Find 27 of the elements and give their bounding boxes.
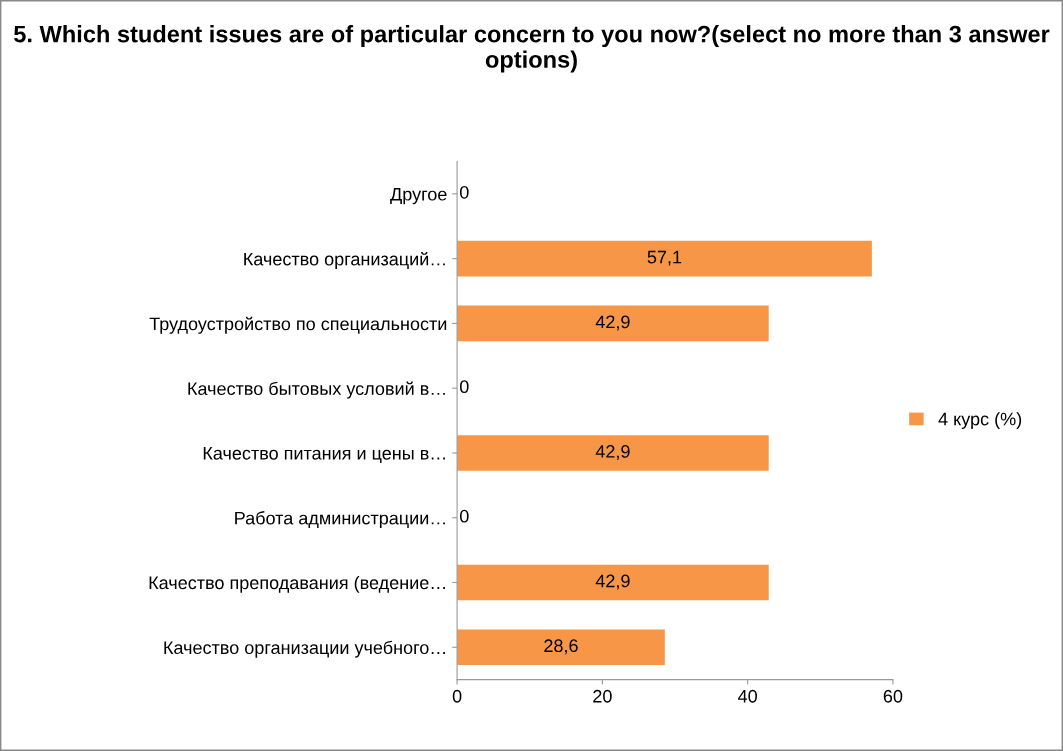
data-label: 57,1 [647,250,682,266]
legend-label: 4 курс (%) [938,412,1022,429]
bar [457,240,872,277]
bar [457,564,769,601]
bar [457,629,665,666]
data-label: 28,6 [544,639,578,655]
chart-title: 5. Which student issues are of particular concern to you now?(select no more than 3 answer options) [14,25,1050,73]
y-tick-label: Качество преподавания (ведение… [149,575,445,593]
y-tick-label: Другое [390,187,447,205]
x-tick-label: 60 [883,689,903,703]
data-label: 42,9 [595,445,630,460]
data-label: 0 [459,185,469,199]
x-tick-label: 20 [593,689,612,703]
data-label: 0 [459,509,469,523]
data-label: 0 [459,380,469,394]
y-tick-label: Работа администрации… [235,511,445,529]
x-tick-label: 40 [738,689,757,703]
data-label: 42,9 [595,574,630,590]
y-tick-label: Качество питания и цены в… [203,447,445,464]
x-tick-label: 0 [452,689,462,703]
bar [457,305,769,342]
y-tick-label: Качество бытовых условий в… [188,381,445,399]
data-label: 42,9 [595,315,630,331]
y-tick-label: Трудоустройство по специальности [149,316,447,334]
y-tick-label: Качество организаций… [244,251,445,270]
y-tick-label: Качество организации учебного… [164,640,445,658]
bar [457,435,769,471]
